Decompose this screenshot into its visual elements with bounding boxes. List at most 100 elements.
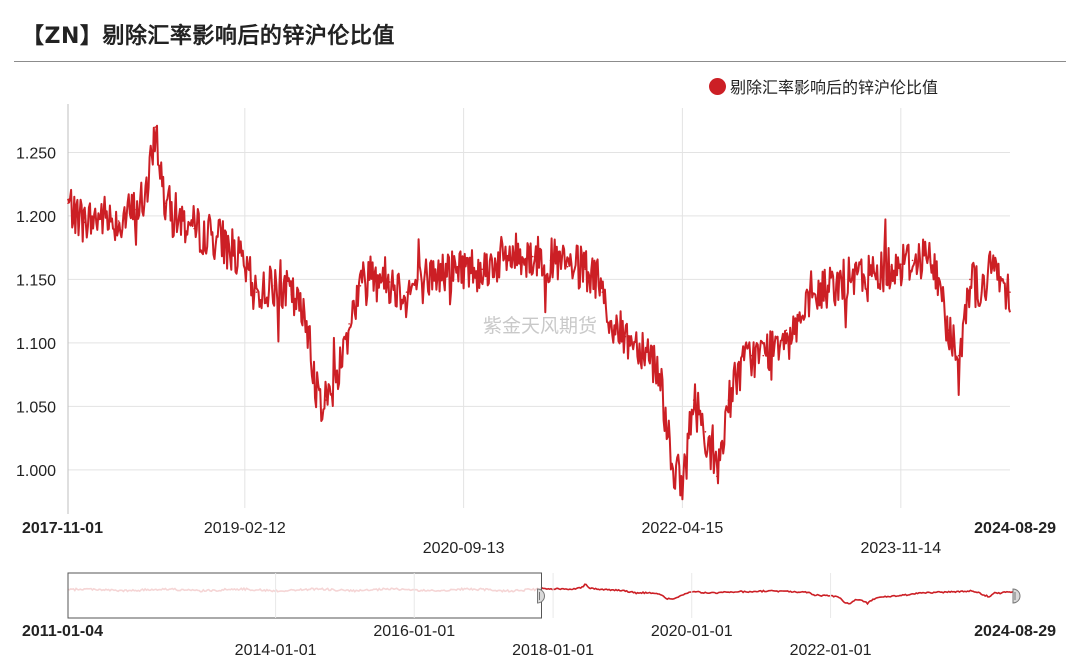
- y-tick-label: 1.050: [16, 399, 56, 416]
- data-point: [969, 278, 971, 281]
- red-circle-icon: [709, 77, 726, 95]
- data-point: [692, 399, 695, 401]
- data-point: [669, 456, 672, 459]
- data-point: [101, 215, 104, 217]
- data-point: [210, 234, 213, 236]
- data-point: [566, 265, 569, 268]
- y-tick-label: 1.200: [16, 209, 56, 226]
- chart-title: 【ZN】剔除汇率影响后的锌沪伦比值: [22, 24, 395, 49]
- data-point: [336, 373, 339, 376]
- data-point: [911, 259, 914, 262]
- data-point: [624, 335, 627, 338]
- navigator-tick-label: 2022-01-01: [790, 642, 872, 659]
- data-point: [739, 367, 742, 370]
- data-point: [853, 278, 856, 281]
- navigator-tick-label: 2018-01-01: [512, 642, 594, 659]
- data-point: [497, 259, 500, 262]
- data-point: [117, 220, 120, 222]
- data-point: [549, 259, 552, 262]
- data-point: [308, 326, 310, 329]
- data-point: [925, 253, 927, 255]
- navigator-handle-right[interactable]: [1012, 588, 1021, 604]
- data-point: [750, 354, 753, 357]
- watermark: 紫金天风期货: [483, 315, 597, 337]
- data-point: [135, 208, 138, 211]
- x-tick-label: 2023-11-14: [860, 540, 941, 557]
- data-point: [315, 392, 318, 395]
- data-point: [531, 255, 534, 258]
- data-point: [937, 278, 939, 281]
- data-point: [819, 291, 822, 293]
- data-point: [785, 329, 788, 332]
- data-point: [992, 265, 994, 268]
- x-tick-label: 2017-11-01: [22, 520, 103, 537]
- y-tick-label: 1.000: [16, 463, 56, 480]
- y-tick-label: 1.100: [16, 336, 56, 353]
- grid-layer: [68, 108, 1010, 508]
- data-point: [715, 475, 718, 478]
- data-point: [601, 291, 604, 293]
- legend-item[interactable]: 剔除汇率影响后的锌沪伦比值: [709, 74, 938, 98]
- y-axis: 1.250 1.200 1.150 1.100 1.050 1.000: [16, 104, 69, 514]
- data-point: [635, 342, 638, 344]
- data-point: [888, 265, 891, 268]
- y-tick-label: 1.250: [16, 145, 56, 162]
- data-point: [516, 253, 518, 255]
- y-tick-label: 1.150: [16, 272, 56, 289]
- data-point: [154, 126, 157, 128]
- data-point: [762, 354, 765, 357]
- data-point: [83, 221, 86, 224]
- x-tick-label: 2024-08-29: [974, 520, 1056, 537]
- data-point: [255, 291, 258, 293]
- navigator-mask: [67, 572, 542, 619]
- data-point: [163, 202, 166, 205]
- data-point: [359, 284, 362, 287]
- navigator-tick-label: 2020-01-01: [651, 623, 733, 640]
- data-point: [325, 399, 327, 401]
- x-tick-label: 2022-04-15: [641, 520, 723, 537]
- x-tick-label: 2020-09-13: [423, 540, 505, 557]
- navigator-line-selected: [541, 583, 1016, 606]
- navigator-handle-left[interactable]: [537, 588, 545, 604]
- data-point: [980, 291, 983, 293]
- data-point: [423, 278, 426, 281]
- data-point: [773, 342, 776, 344]
- data-point: [405, 291, 408, 293]
- data-point: [647, 348, 650, 351]
- data-point: [584, 268, 587, 271]
- data-point: [947, 329, 950, 332]
- data-point: [481, 268, 483, 271]
- data-point: [193, 227, 196, 230]
- data-point: [244, 268, 246, 271]
- navigator: 2011-01-04 2014-01-01 2016-01-01 2018-01-01…: [22, 572, 1056, 659]
- data-point: [371, 265, 373, 268]
- data-point: [612, 329, 615, 332]
- data-point: [659, 373, 661, 376]
- x-axis: 2017-11-01 2019-02-12 2020-09-13 2022-04-15…: [22, 520, 1056, 557]
- data-point: [462, 265, 465, 268]
- data-point: [704, 431, 707, 433]
- data-point: [175, 215, 178, 217]
- navigator-tick-label: 2011-01-04: [22, 623, 103, 640]
- legend-label: 剔除汇率影响后的锌沪伦比值: [730, 78, 939, 97]
- watermark-layer: 紫金天风期货: [483, 315, 597, 337]
- data-point: [67, 202, 69, 205]
- data-point: [388, 281, 391, 283]
- navigator-tick-label: 2014-01-01: [235, 642, 317, 659]
- data-point: [348, 323, 350, 325]
- data-point: [1009, 291, 1011, 293]
- navigator-tick-label: 2024-08-29: [974, 623, 1056, 640]
- series-layer: [67, 124, 1011, 501]
- data-point: [872, 272, 874, 274]
- data-point: [147, 189, 149, 192]
- navigator-tick-label: 2016-01-01: [373, 623, 455, 640]
- data-point: [290, 293, 293, 296]
- navigator-line-unselected: [67, 586, 543, 593]
- data-point: [273, 284, 276, 287]
- data-point: [899, 263, 902, 265]
- data-point: [228, 243, 230, 245]
- data-point: [802, 316, 805, 319]
- data-point: [837, 281, 839, 283]
- data-point: [957, 354, 960, 357]
